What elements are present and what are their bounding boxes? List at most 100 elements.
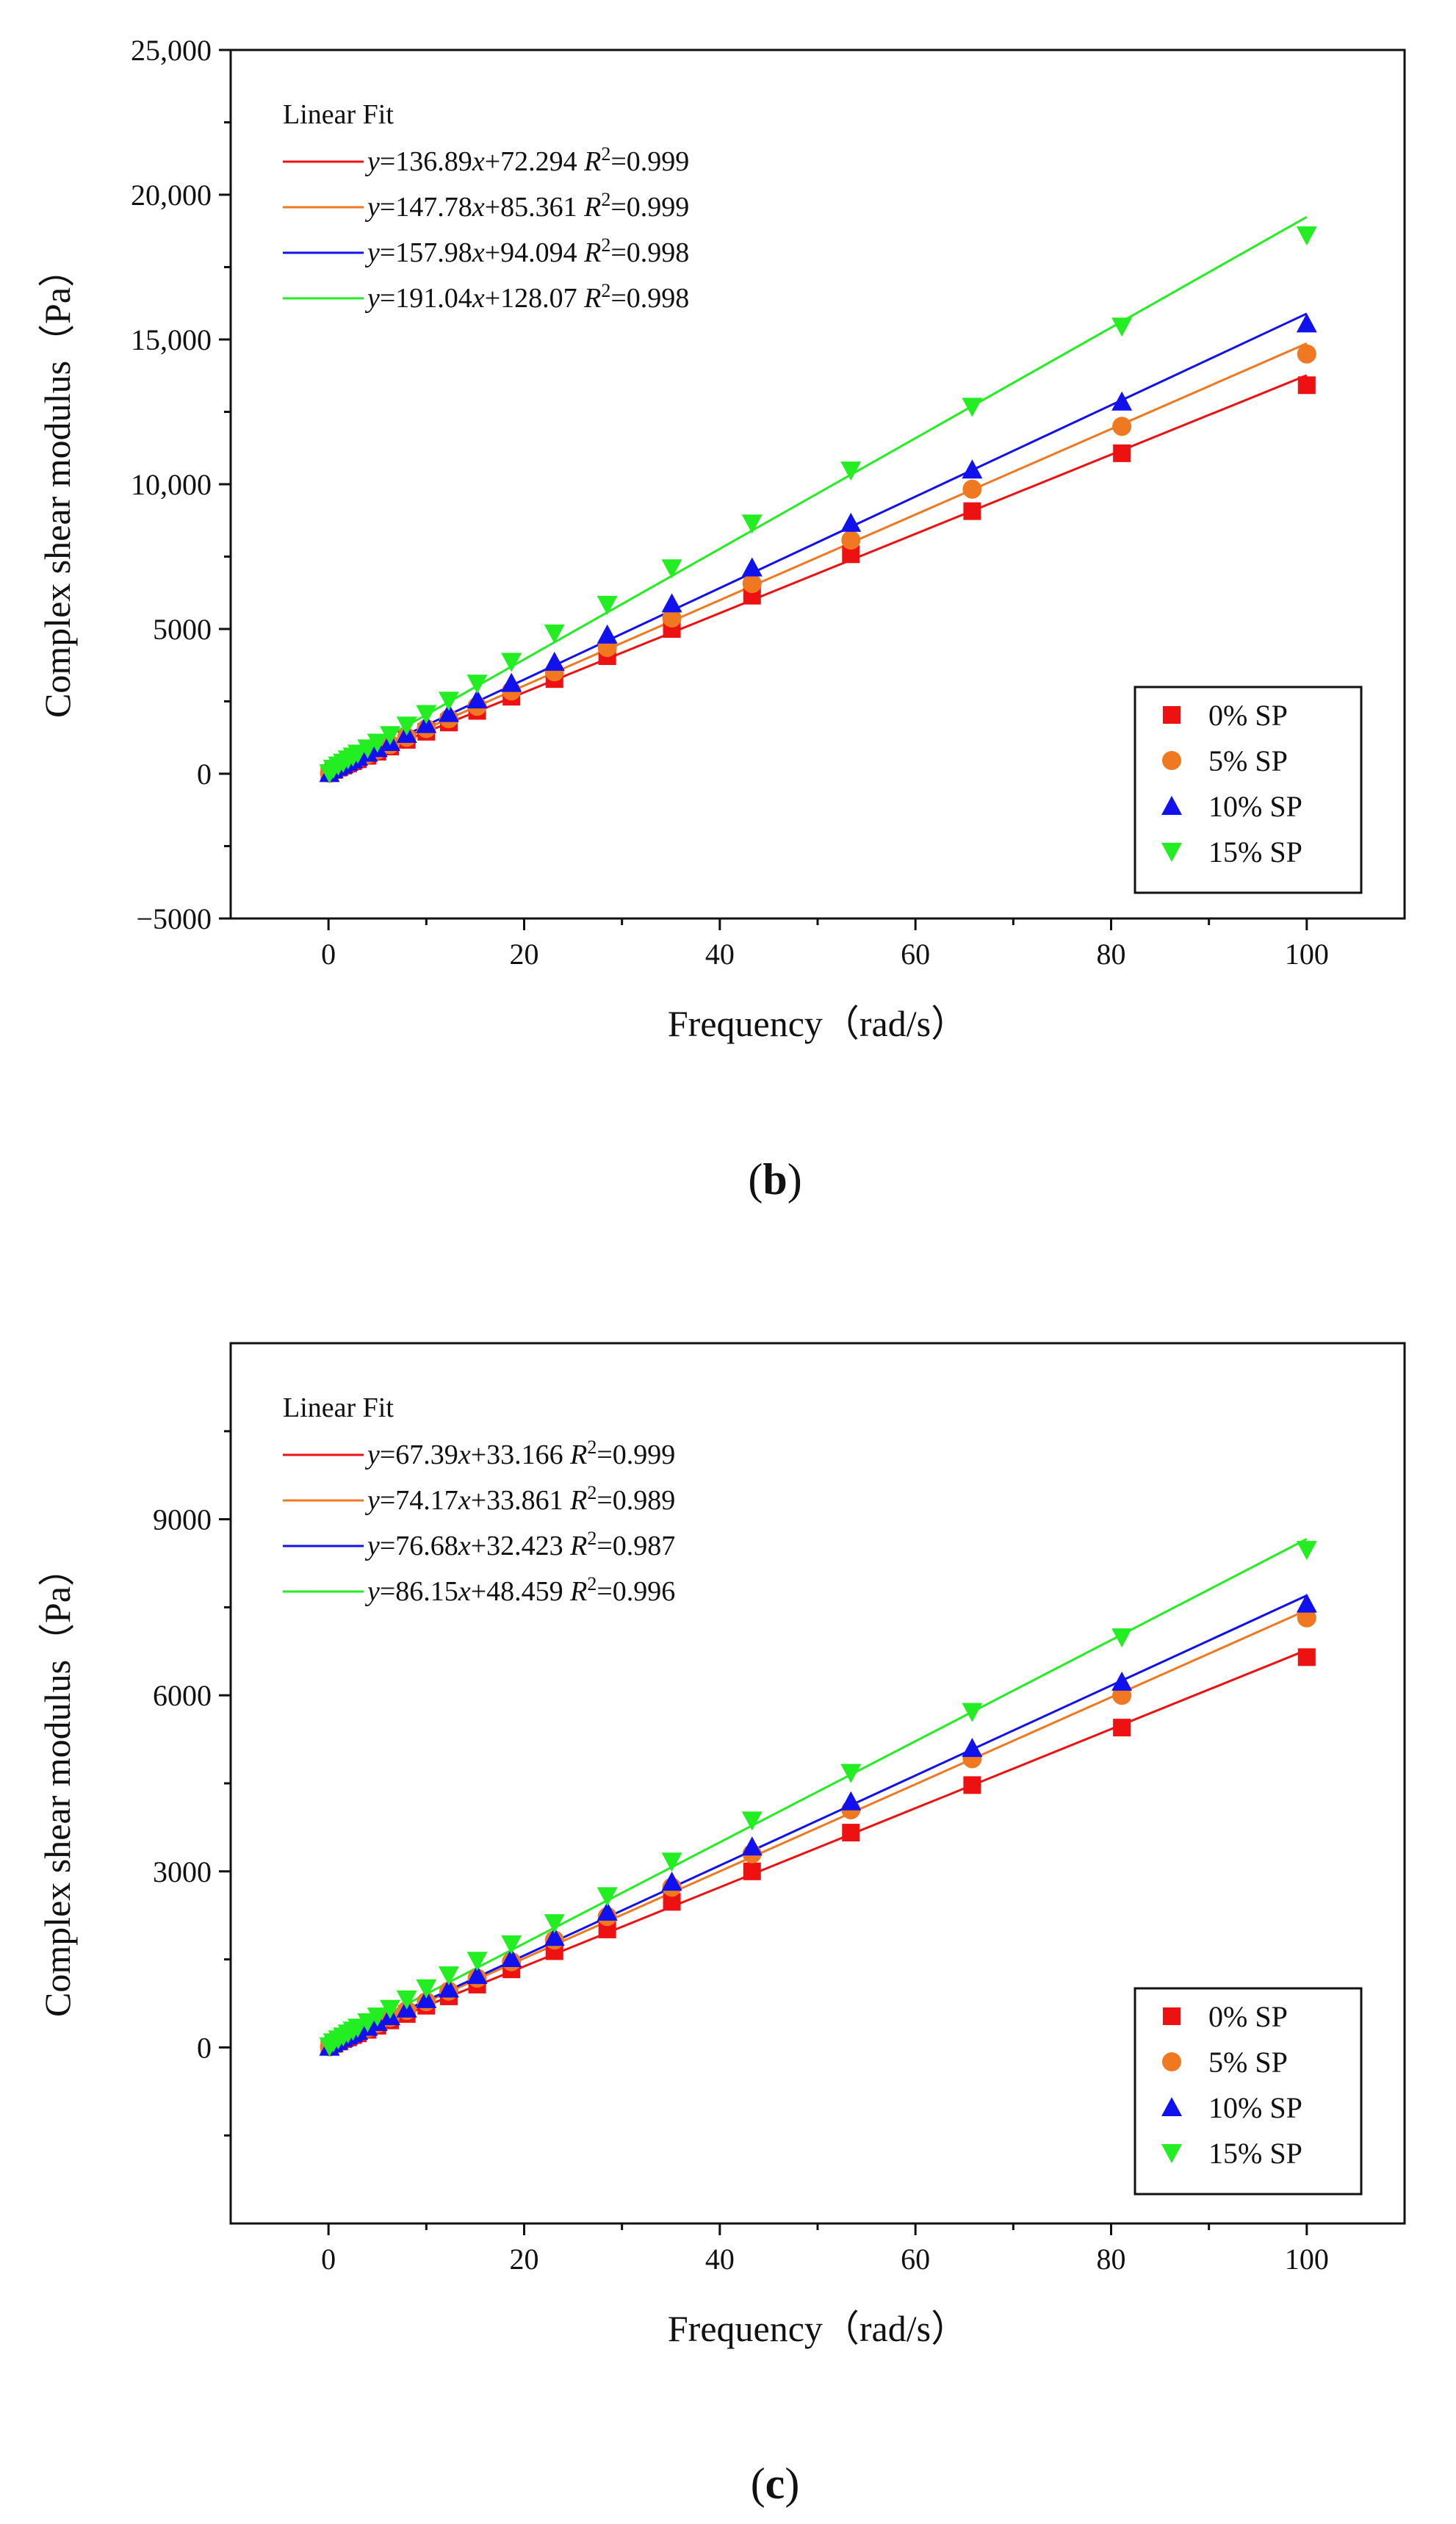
fit-r-label: R [569,1439,587,1470]
data-point [1297,1648,1316,1667]
fit-equation: y=67.39x+33.166 R2=0.999 [364,1437,675,1471]
fit-slope: =67.39 [380,1439,458,1470]
fit-slope: =191.04 [380,283,472,314]
data-point [840,461,862,481]
data-point [466,1965,488,1985]
data-point [662,608,682,628]
data-point [1296,226,1317,246]
fit-r-value: =0.987 [597,1531,675,1561]
fit-equation: y=136.89x+72.294 R2=0.999 [364,143,689,178]
fit-line-10SP [328,312,1308,772]
data-point [416,1979,437,1999]
fit-x-label: x [472,192,485,223]
fit-line-0SP [328,1649,1308,2047]
fit-x-label: x [472,237,485,268]
fit-slope: =86.15 [380,1576,458,1607]
fit-line-0SP [328,374,1308,773]
data-point [380,1999,401,2019]
x-tick-label: 100 [1285,938,1329,971]
fit-x-label: x [472,283,485,314]
legend-marker [1162,2052,1181,2071]
fit-y-label: y [364,192,380,223]
data-point [962,398,983,417]
data-point [1111,1628,1133,1648]
data-point [1113,444,1131,462]
data-point [741,557,763,577]
fit-equation: y=191.04x+128.07 R2=0.998 [364,280,689,314]
data-point [840,1763,862,1783]
legend-label: 5% SP [1208,744,1288,777]
data-point [840,1791,862,1811]
data-point [1296,1541,1317,1561]
legend-label: 10% SP [1208,2091,1302,2124]
data-point [661,559,682,579]
fit-line-5SP [328,1608,1308,2047]
fit-r-sup: 2 [587,1437,597,1458]
data-point [544,651,565,671]
legend-marker [1161,843,1182,862]
data-point [1111,391,1133,411]
data-point [396,1990,417,2010]
x-tick-label: 20 [510,938,539,971]
fit-title: Linear Fit [283,1392,394,1423]
data-point [396,716,417,736]
legend-marker [1163,706,1181,724]
chart-panel-b: 0 20 40 60 80 100 −5000 0 5000 10,000 15,000 20,000… [37,34,1406,1204]
data-point [962,1703,983,1722]
data-point [743,1862,761,1880]
fit-r-sup: 2 [587,1528,597,1549]
fit-intercept: +72.294 [485,146,584,177]
data-point [841,531,861,550]
fit-r-label: R [583,192,601,223]
panel-label: (c) [751,2459,800,2508]
data-point [661,1852,682,1872]
x-tick-label: 40 [705,2243,735,2276]
legend-label: 15% SP [1208,835,1302,869]
fit-r-sup: 2 [587,1573,597,1594]
panel-label-letter: c [765,2459,785,2508]
legend-label: 5% SP [1208,2046,1288,2079]
fit-line-15SP [328,1538,1308,2046]
fit-intercept: +33.166 [471,1439,570,1470]
fit-r-value: =0.999 [597,1439,675,1470]
data-point [962,1738,983,1758]
x-tick-label: 20 [510,2243,539,2276]
fit-y-label: y [364,1531,380,1561]
y-tick-label: 20,000 [131,179,212,212]
fit-x-label: x [472,146,485,177]
fit-y-label: y [364,283,380,314]
data-point [438,1966,459,1986]
fit-x-label: x [458,1531,471,1561]
data-point [438,702,459,722]
x-axis-title: Frequency（rad/s） [668,1003,967,1044]
data-point [438,1978,459,1998]
fit-equation: y=147.78x+85.361 R2=0.999 [364,189,689,223]
fit-r-value: =0.989 [597,1485,675,1516]
fit-intercept: +85.361 [485,192,584,223]
data-point [1112,417,1132,436]
data-point [1113,1719,1131,1737]
fit-r-label: R [583,146,601,177]
fit-slope: =157.98 [380,237,472,268]
fit-slope: =76.68 [380,1531,458,1561]
data-point [962,479,982,499]
data-point [741,1836,763,1856]
data-point [544,624,565,644]
y-tick-label: 5000 [153,613,212,646]
fit-y-label: y [364,146,380,177]
legend-label: 15% SP [1208,2137,1302,2170]
data-point [466,675,488,694]
fit-slope: =74.17 [380,1485,458,1516]
series-15sp [319,1541,1317,2057]
y-tick-label: 15,000 [131,323,212,356]
fit-slope: =147.78 [380,192,472,223]
fit-line-5SP [328,342,1308,773]
data-point [357,739,378,759]
fit-r-sup: 2 [601,143,610,165]
y-tick-label: 0 [197,758,212,791]
legend-label: 0% SP [1208,699,1288,732]
data-point [501,672,522,692]
data-point [466,1952,488,1971]
fit-y-label: y [364,1439,380,1470]
